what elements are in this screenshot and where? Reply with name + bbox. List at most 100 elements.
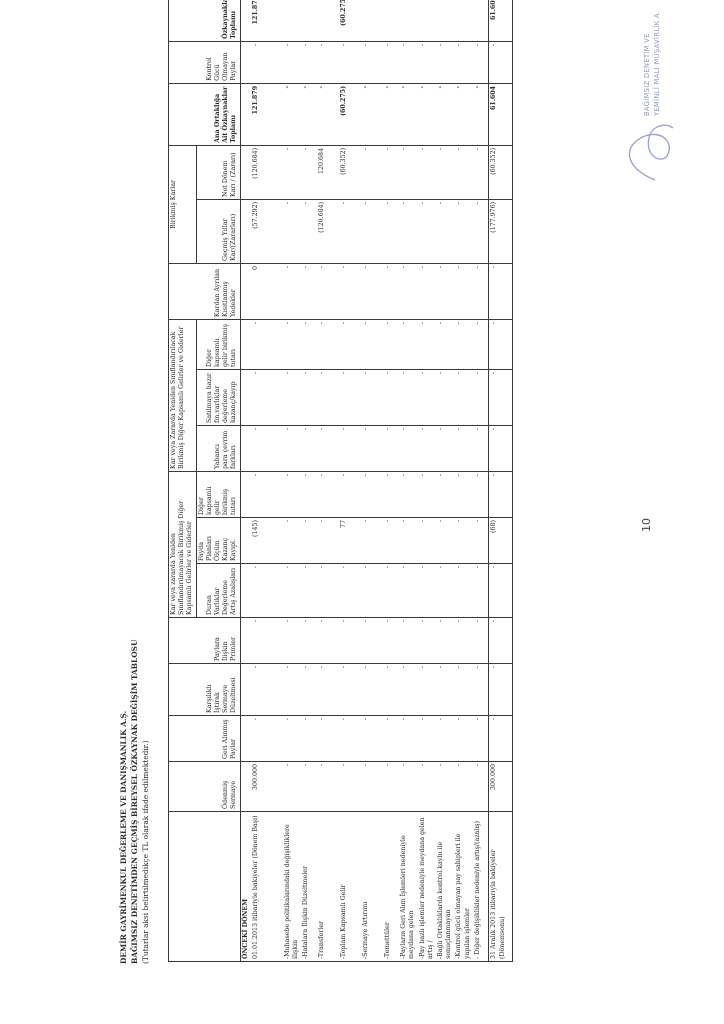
table-cell: -	[339, 369, 362, 426]
table-cell: -	[436, 41, 455, 84]
table-cell: -	[472, 199, 489, 264]
table-cell: -	[488, 471, 513, 518]
table-cell: -	[317, 41, 340, 84]
table-row: - Diğer değişiklikler nedeniyle artış/(a…	[472, 0, 489, 962]
opening-balance-row: 01.01.2013 itibariyle bakiyeler (Dönem B…	[250, 0, 283, 962]
row-label: -Kontrol gücü olmayan pay sahipleri ile …	[454, 811, 473, 962]
table-cell: -	[436, 0, 455, 42]
row-label: -Toplam Kapsamlı Gelir	[339, 811, 362, 962]
table-row: -Hatalara İlişkin Düzeltmeler - - - - - - - - - - -…	[301, 0, 318, 962]
table-cell: -	[361, 83, 384, 146]
table-cell: -	[454, 41, 473, 84]
table-cell: -	[250, 41, 283, 84]
table-cell: -	[399, 41, 418, 84]
table-cell: -	[361, 663, 384, 716]
col-header: Karşılıklı İştirak Sermaye Düzeltmesi	[168, 663, 241, 716]
table-cell: -	[488, 425, 513, 472]
table-cell: -	[399, 663, 418, 716]
table-cell: -	[301, 715, 318, 762]
table-cell: -	[436, 199, 455, 264]
table-cell: -	[317, 517, 340, 564]
table-cell: -	[250, 563, 283, 618]
table-cell: -	[454, 471, 473, 518]
table-cell: -	[361, 715, 384, 762]
table-cell: -	[317, 425, 340, 472]
table-cell: -	[383, 369, 400, 426]
table-cell: -	[454, 369, 473, 426]
table-cell: -	[383, 41, 400, 84]
table-cell: -	[417, 663, 437, 716]
table-cell: -	[488, 263, 513, 320]
table-cell: -	[417, 41, 437, 84]
table-cell: -	[472, 83, 489, 146]
table-cell: -	[399, 319, 418, 370]
table-cell: (120.684)	[250, 145, 283, 200]
table-cell: -	[417, 715, 437, 762]
table-cell: -	[361, 471, 384, 518]
table-cell: (60.275)	[339, 0, 362, 42]
table-cell: -	[282, 145, 302, 200]
table-cell: -	[399, 563, 418, 618]
table-cell: -	[436, 471, 455, 518]
col-header: Özkaynaklar Toplamı	[168, 0, 241, 42]
table-cell: -	[282, 715, 302, 762]
row-label: -Muhasebe politikalarındaki değişiklikle…	[282, 811, 302, 962]
table-row: -Kontrol gücü olmayan pay sahipleri ile …	[454, 0, 473, 962]
closing-balance-row: 31 Aralık 2013 itibarıyla bakiyeler (Dön…	[488, 0, 513, 962]
table-cell: -	[417, 263, 437, 320]
table-cell: -	[436, 425, 455, 472]
table-cell: -	[361, 425, 384, 472]
row-label: 31 Aralık 2013 itibarıyla bakiyeler (Dön…	[488, 811, 513, 962]
table-cell: 121.879	[250, 0, 283, 42]
table-cell: -	[399, 761, 418, 812]
table-cell: -	[317, 319, 340, 370]
table-cell: -	[282, 471, 302, 518]
table-cell: -	[472, 563, 489, 618]
table-cell: -	[282, 263, 302, 320]
table-cell: -	[301, 471, 318, 518]
table-cell: -	[361, 319, 384, 370]
table-cell: -	[301, 41, 318, 84]
table-cell: -	[339, 471, 362, 518]
table-cell: -	[436, 145, 455, 200]
table-cell: -	[488, 563, 513, 618]
table-cell: -	[436, 563, 455, 618]
table-cell: -	[399, 425, 418, 472]
col-header: Geri Alınmış Paylar	[168, 715, 241, 762]
stamp-line-2: YEMİNLİ MALİ MÜŞAVİRLİK A.Ş.	[652, 11, 661, 117]
table-cell: (68)	[488, 517, 513, 564]
table-cell: -	[250, 425, 283, 472]
table-cell: -	[454, 761, 473, 812]
table-cell: -	[282, 41, 302, 84]
col-header: Duran Varlıklar Değerleme Artış Azalışla…	[196, 563, 241, 618]
group-header-retained-earnings: Birikmiş Karlar	[168, 145, 197, 264]
group-header-reclassified: Kar veya Zararda Yeniden Sınıflandırılac…	[168, 319, 197, 472]
table-cell: -	[317, 663, 340, 716]
table-cell: -	[472, 471, 489, 518]
col-header: Ödenmiş Sermaye	[168, 761, 241, 812]
table-row: -Muhasebe politikalarındaki değişiklikle…	[282, 0, 302, 962]
table-cell: -	[436, 663, 455, 716]
table-cell: -	[250, 715, 283, 762]
table-row: -Sermaye Artırımı----------------	[361, 0, 384, 962]
table-cell: -	[361, 263, 384, 320]
table-row: -Pay bazlı işlemler nedeniyle meydana ge…	[417, 0, 437, 962]
table-cell: -	[399, 517, 418, 564]
table-cell: -	[361, 0, 384, 42]
table-cell: -	[454, 663, 473, 716]
table-cell: -	[339, 263, 362, 320]
table-cell: -	[417, 145, 437, 200]
row-label: -Payların Geri Alım İşlemleri nedeniyle …	[399, 811, 418, 962]
table-cell: (60.275)	[339, 83, 362, 146]
table-cell: -	[436, 83, 455, 146]
table-cell: -	[317, 761, 340, 812]
company-name: DEMİR GAYRİMENKUL DEĞERLEME VE DANIŞMANL…	[119, 710, 128, 964]
table-cell: -	[361, 761, 384, 812]
table-cell: -	[250, 369, 283, 426]
table-cell: -	[399, 369, 418, 426]
table-cell: -	[488, 319, 513, 370]
table-cell: -	[417, 517, 437, 564]
table-cell: -	[339, 715, 362, 762]
table-cell: -	[488, 617, 513, 664]
table-cell: -	[383, 517, 400, 564]
